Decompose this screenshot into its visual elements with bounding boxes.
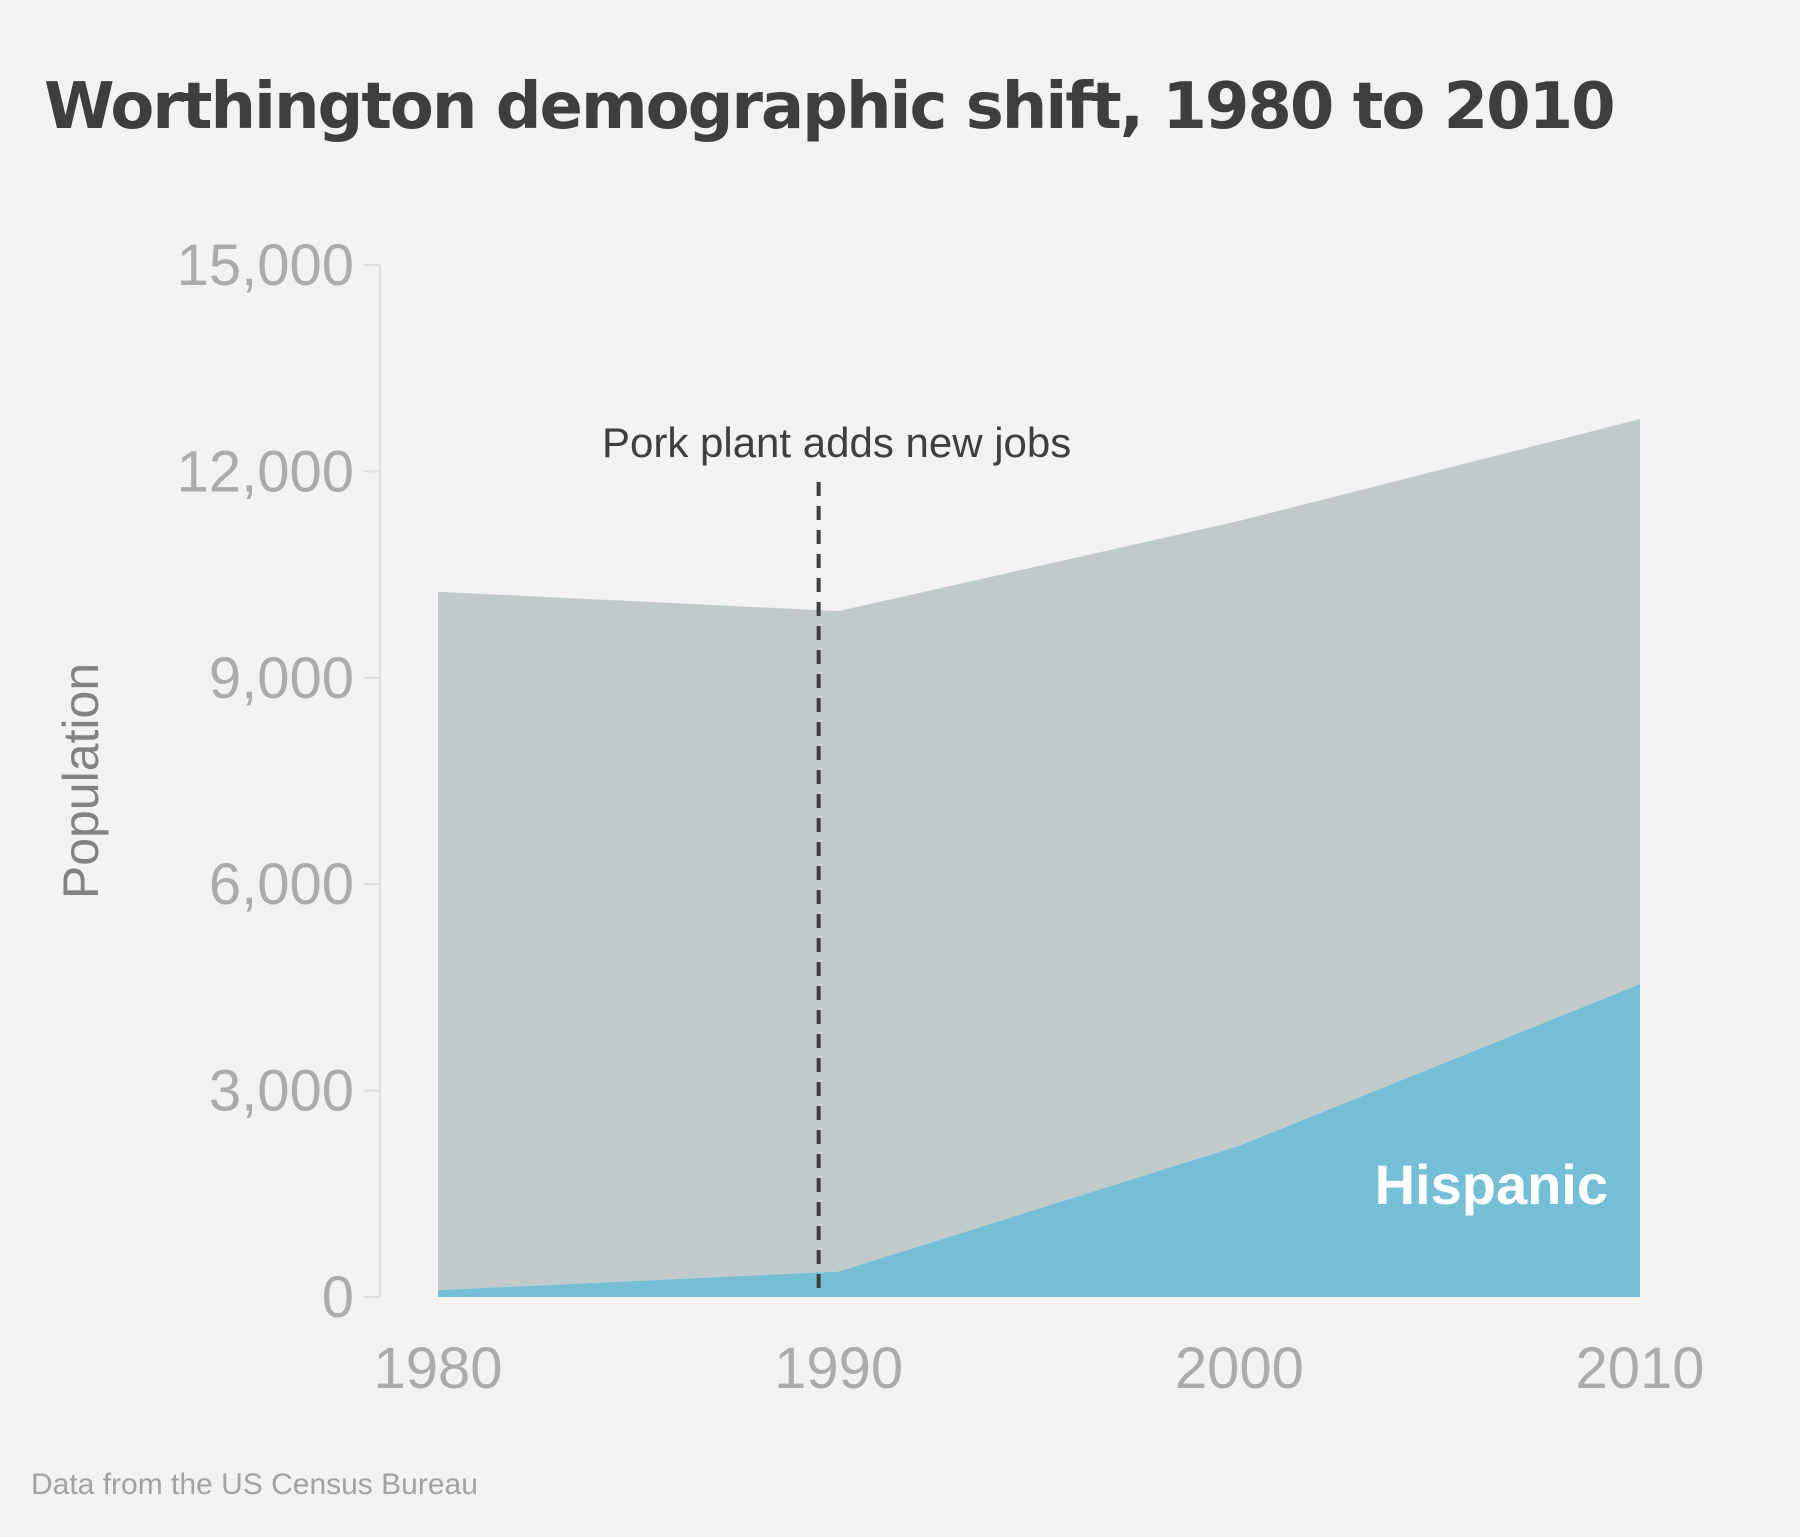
- chart-title: Worthington demographic shift, 1980 to 2…: [44, 70, 1616, 144]
- series-label-hispanic: Hispanic: [1375, 1153, 1608, 1216]
- x-tick-label: 2010: [1575, 1336, 1704, 1401]
- x-tick-label: 2000: [1175, 1336, 1304, 1401]
- y-tick-label: 12,000: [177, 439, 354, 504]
- area-hispanic: [438, 984, 1640, 1297]
- x-tick-label: 1980: [373, 1336, 502, 1401]
- annotation-label: Pork plant adds new jobs: [602, 419, 1071, 466]
- y-tick-label: 15,000: [177, 233, 354, 298]
- y-tick-label: 0: [322, 1265, 354, 1330]
- tick-layer: 0 3,000 6,000 9,000 12,000 15,000 1980 1990 2000…: [53, 233, 1705, 1401]
- annotation-layer: Pork plant adds new jobs: [602, 419, 1071, 1297]
- source-note: Data from the US Census Bureau: [31, 1468, 478, 1501]
- area-layer: Hispanic: [438, 419, 1640, 1297]
- y-tick-label: 3,000: [209, 1059, 354, 1124]
- y-axis-label: Population: [53, 663, 109, 899]
- x-tick-label: 1990: [774, 1336, 903, 1401]
- y-tick-label: 9,000: [209, 646, 354, 711]
- area-remaining-population: [438, 419, 1640, 1291]
- y-tick-label: 6,000: [209, 852, 354, 917]
